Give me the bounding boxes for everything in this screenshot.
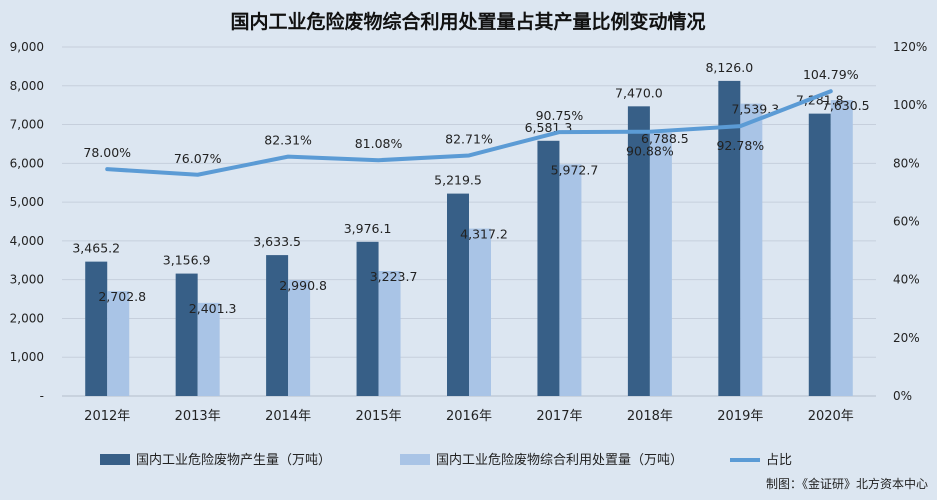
bar-utilization	[288, 280, 311, 396]
bar-utilization	[107, 291, 130, 396]
bar-production	[85, 261, 108, 396]
bar-utilization	[830, 100, 853, 396]
y-left-tick-label: 5,000	[10, 195, 44, 209]
data-label-production: 7,470.0	[615, 85, 663, 100]
y-axis-right: 0% 20% 40% 60% 80% 100% 120%	[893, 40, 927, 403]
bar-production	[447, 193, 469, 396]
bar-production	[266, 255, 289, 396]
x-tick-label: 2018年	[627, 409, 673, 424]
bar-labels: 3,465.23,156.93,633.53,976.15,219.56,581…	[72, 60, 869, 316]
data-label-utilization: 7,630.5	[822, 98, 870, 113]
data-label-production: 5,219.5	[434, 173, 482, 188]
x-tick-label: 2013年	[175, 409, 221, 424]
x-tick-label: 2020年	[808, 409, 854, 424]
data-label-utilization: 2,990.8	[279, 278, 327, 293]
y-right-tick-label: 120%	[893, 40, 927, 54]
y-right-tick-label: 80%	[893, 156, 920, 170]
source-note: 制图：《金证研》北方资本中心	[766, 476, 928, 491]
ratio-line	[105, 89, 833, 177]
data-label-ratio: 90.75%	[536, 108, 584, 123]
legend-swatch	[400, 454, 430, 465]
x-tick-label: 2012年	[84, 409, 130, 424]
y-left-tick-label: 8,000	[10, 79, 44, 93]
y-left-tick-label: 2,000	[10, 311, 44, 325]
data-label-production: 3,976.1	[344, 221, 392, 236]
data-label-utilization: 7,539.3	[731, 102, 779, 117]
y-right-tick-label: 40%	[893, 273, 920, 287]
y-right-tick-label: 0%	[893, 389, 912, 403]
data-label-ratio: 76.07%	[174, 151, 222, 166]
data-label-utilization: 5,972.7	[551, 162, 599, 177]
data-label-utilization: 6,788.5	[641, 131, 689, 146]
legend-label: 国内工业危险废物综合利用处置量（万吨）	[436, 452, 683, 468]
x-tick-label: 2016年	[446, 409, 492, 424]
bar-production	[808, 113, 831, 396]
data-label-utilization: 2,401.3	[189, 301, 237, 316]
data-label-ratio: 104.79%	[803, 67, 859, 82]
data-label-utilization: 2,702.8	[98, 289, 146, 304]
data-label-ratio: 81.08%	[355, 136, 403, 151]
y-right-tick-label: 100%	[893, 98, 927, 112]
data-label-utilization: 4,317.2	[460, 227, 508, 242]
y-axis-left: - 1,000 2,000 3,000 4,000 5,000 6,000 7,000 8,00…	[10, 40, 44, 403]
legend-label: 国内工业危险废物产生量（万吨）	[136, 452, 331, 468]
bar-utilization	[469, 228, 491, 396]
x-tick-label: 2017年	[536, 409, 582, 424]
bar-utilization	[649, 132, 672, 396]
data-label-ratio: 82.31%	[264, 133, 312, 148]
x-axis: 2012年 2013年 2014年 2015年 2016年 2017年 2018年 2019年…	[84, 409, 854, 424]
y-left-tick-label: 7,000	[10, 118, 44, 132]
data-label-production: 7,281.8	[796, 93, 844, 108]
bars	[85, 80, 853, 396]
ratio-labels: 78.00% 76.07% 82.31% 81.08% 82.71% 90.75% 90.8…	[83, 67, 858, 166]
bar-production	[537, 140, 560, 396]
legend: 国内工业危险废物产生量（万吨） 国内工业危险废物综合利用处置量（万吨） 占比	[100, 452, 792, 468]
data-label-ratio: 82.71%	[445, 131, 493, 146]
data-label-ratio: 78.00%	[83, 145, 131, 160]
y-left-tick-label: -	[40, 389, 44, 403]
x-tick-label: 2019年	[717, 409, 763, 424]
y-left-tick-label: 4,000	[10, 234, 44, 248]
bar-production	[627, 106, 650, 396]
bar-production	[718, 80, 741, 396]
data-label-production: 3,633.5	[253, 234, 301, 249]
legend-label: 占比	[766, 453, 792, 468]
ratio-line-path	[105, 89, 833, 177]
y-right-tick-label: 60%	[893, 215, 920, 229]
data-label-ratio: 90.88%	[626, 144, 674, 159]
bar-utilization	[559, 164, 582, 396]
bar-production	[356, 241, 379, 396]
y-left-tick-label: 1,000	[10, 350, 44, 364]
legend-swatch	[100, 454, 130, 465]
data-label-ratio: 92.78%	[716, 138, 764, 153]
data-label-production: 8,126.0	[705, 60, 753, 75]
y-left-tick-label: 9,000	[10, 40, 44, 54]
bar-utilization	[378, 270, 401, 396]
data-label-utilization: 3,223.7	[370, 269, 418, 284]
x-tick-label: 2014年	[265, 409, 311, 424]
y-left-tick-label: 3,000	[10, 273, 44, 287]
x-tick-label: 2015年	[356, 409, 402, 424]
y-right-tick-label: 20%	[893, 331, 920, 345]
bar-production	[175, 273, 198, 396]
y-left-tick-label: 6,000	[10, 156, 44, 170]
bar-utilization	[740, 103, 763, 396]
data-label-production: 3,465.2	[72, 241, 120, 256]
chart-title: 国内工业危险废物综合利用处置量占其产量比例变动情况	[230, 10, 705, 33]
data-label-production: 3,156.9	[163, 253, 211, 268]
bar-utilization	[197, 302, 220, 396]
